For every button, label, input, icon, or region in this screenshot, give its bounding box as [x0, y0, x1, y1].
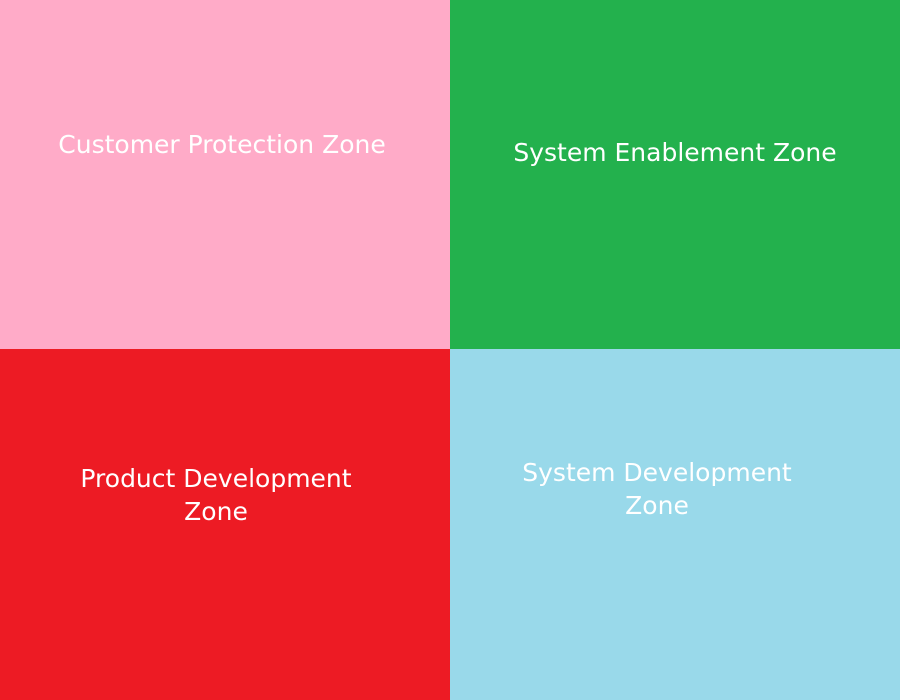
product-development-zone: Product Development Zone [0, 349, 450, 700]
customer-protection-zone: Customer Protection Zone [0, 0, 450, 349]
customer-protection-zone-label: Customer Protection Zone [58, 130, 386, 159]
system-development-zone: System Development Zone [450, 349, 900, 700]
system-enablement-zone: System Enablement Zone [450, 0, 900, 349]
system-enablement-zone-label: System Enablement Zone [513, 138, 837, 167]
product-development-zone-label: Product Development Zone [80, 464, 352, 526]
system-development-zone-label: System Development Zone [522, 458, 792, 520]
